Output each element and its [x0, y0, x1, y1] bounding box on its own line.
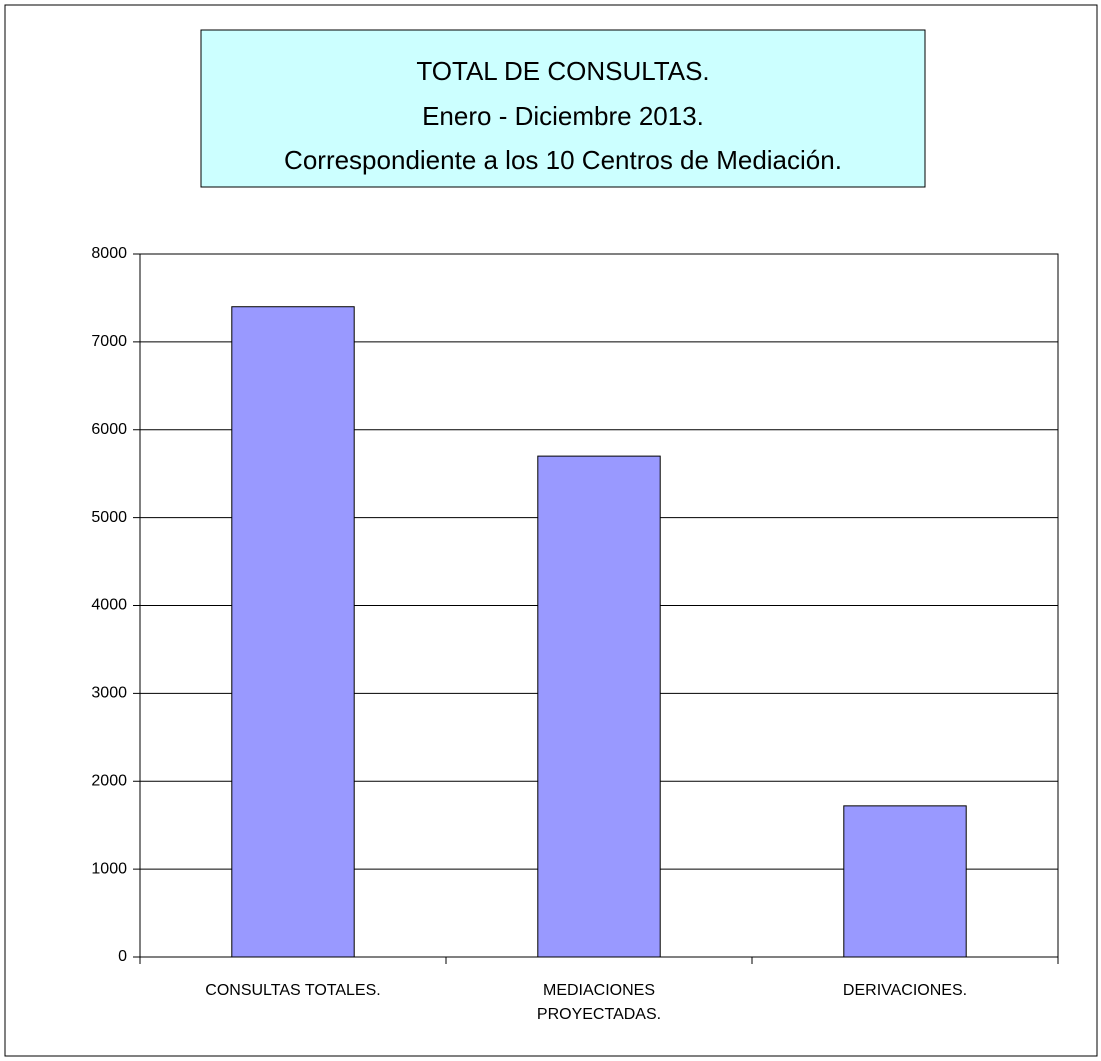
- y-tick-label: 2000: [91, 772, 127, 789]
- y-tick-label: 8000: [91, 245, 127, 262]
- x-tick-label: DERIVACIONES.: [842, 982, 968, 999]
- chart-subtitle: Correspondiente a los 10 Centros de Medi…: [284, 145, 842, 175]
- x-tick-label: MEDIACIONES PROYECTADAS.: [536, 982, 662, 1023]
- y-tick-label: 4000: [91, 597, 127, 614]
- x-tick-label: CONSULTAS TOTALES.: [205, 982, 381, 999]
- bar: [537, 455, 661, 958]
- chart-subtitle: Enero - Diciembre 2013.: [422, 101, 704, 131]
- y-tick-label: 0: [118, 948, 127, 965]
- chart-title: TOTAL DE CONSULTAS.: [416, 56, 709, 86]
- bar: [231, 306, 355, 958]
- y-tick-label: 7000: [91, 333, 127, 350]
- y-tick-label: 3000: [91, 685, 127, 702]
- title-box: [200, 29, 926, 188]
- bar: [843, 805, 967, 958]
- y-tick-label: 6000: [91, 421, 127, 438]
- y-tick-label: 1000: [91, 860, 127, 877]
- y-tick-label: 5000: [91, 509, 127, 526]
